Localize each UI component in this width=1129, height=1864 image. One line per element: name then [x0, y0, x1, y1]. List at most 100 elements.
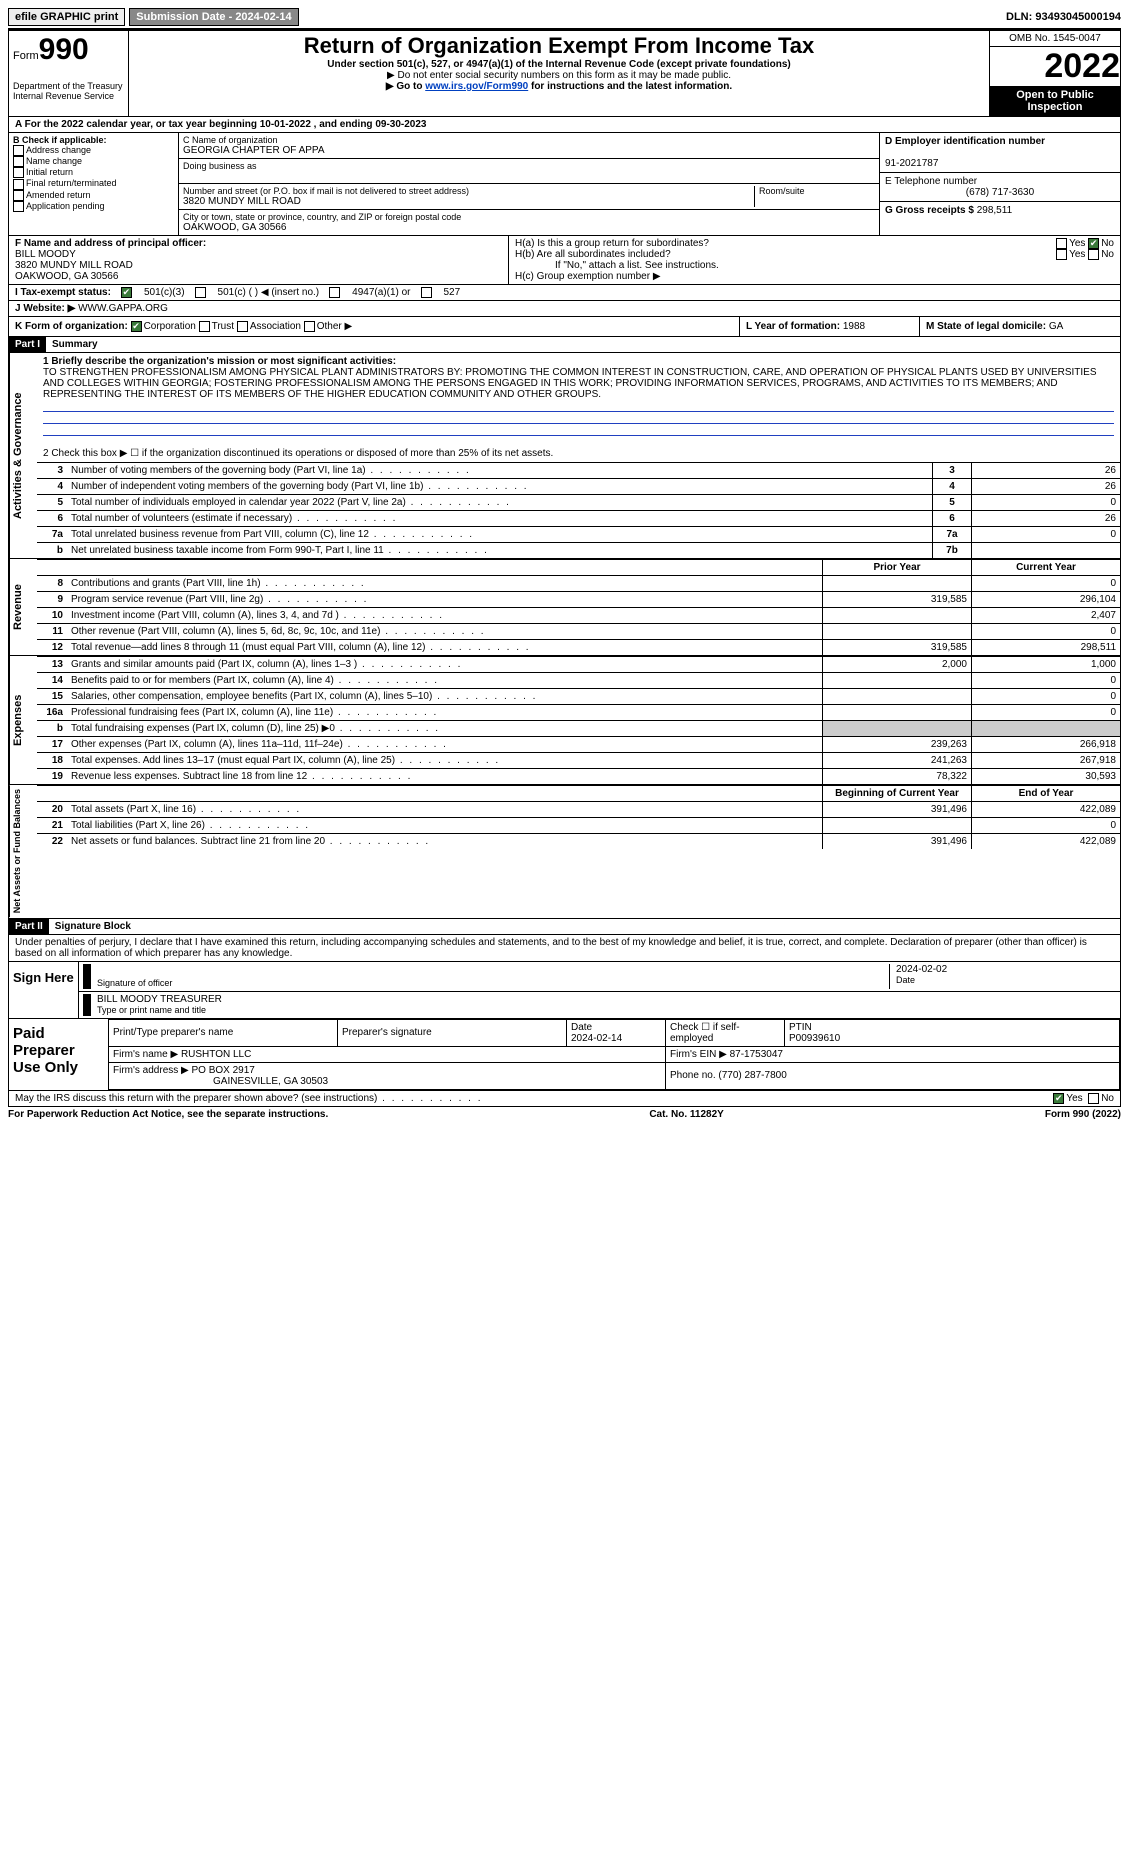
row-f-h: F Name and address of principal officer:…: [8, 236, 1121, 285]
line-num: 14: [37, 673, 67, 689]
name-change-checkbox[interactable]: [13, 156, 24, 167]
expenses-table: 13 Grants and similar amounts paid (Part…: [37, 656, 1120, 784]
4947-checkbox[interactable]: [329, 287, 340, 298]
501c3-checkbox[interactable]: ✔: [121, 287, 132, 298]
tel-label: E Telephone number: [885, 176, 977, 187]
city-label: City or town, state or province, country…: [183, 212, 875, 222]
application-pending-checkbox[interactable]: [13, 201, 24, 212]
firm-phone: Phone no. (770) 287-7800: [666, 1062, 1120, 1089]
line-desc: Investment income (Part VIII, column (A)…: [67, 608, 823, 624]
initial-return-checkbox[interactable]: [13, 167, 24, 178]
prior-val: 319,585: [823, 640, 972, 656]
group-return: H(a) Is this a group return for subordin…: [509, 236, 1120, 284]
firm-addr2: GAINESVILLE, GA 30503: [113, 1076, 328, 1087]
note2-post: for instructions and the latest informat…: [528, 81, 732, 92]
line-box: 7a: [933, 527, 972, 543]
irs-link[interactable]: www.irs.gov/Form990: [425, 81, 528, 92]
ha-no-checkbox[interactable]: ✔: [1088, 238, 1099, 249]
may-yes-checkbox[interactable]: ✔: [1053, 1093, 1064, 1104]
footer-left: For Paperwork Reduction Act Notice, see …: [8, 1109, 328, 1120]
revenue-section: Revenue Prior Year Current Year8 Contrib…: [8, 559, 1121, 656]
current-val: 298,511: [972, 640, 1121, 656]
line-val: 0: [972, 495, 1121, 511]
begin-val: 391,496: [823, 834, 972, 850]
501c-checkbox[interactable]: [195, 287, 206, 298]
street-address: 3820 MUNDY MILL ROAD: [183, 196, 750, 207]
may-yes-label: Yes: [1066, 1093, 1082, 1104]
sig-arrow-icon: [83, 964, 91, 989]
col-b: B Check if applicable: Address change Na…: [9, 133, 179, 235]
submission-date-button[interactable]: Submission Date - 2024-02-14: [129, 8, 298, 26]
current-val: [972, 721, 1121, 737]
line-desc: Number of independent voting members of …: [67, 479, 933, 495]
room-label: Room/suite: [759, 186, 875, 196]
page-footer: For Paperwork Reduction Act Notice, see …: [8, 1107, 1121, 1120]
line-desc: Net assets or fund balances. Subtract li…: [67, 834, 823, 850]
prior-val: 78,322: [823, 769, 972, 785]
line-num: 12: [37, 640, 67, 656]
col-b-label: B Check if applicable:: [13, 135, 107, 145]
line-num: 9: [37, 592, 67, 608]
tax-year: 2022: [990, 47, 1120, 86]
amended-return-checkbox[interactable]: [13, 190, 24, 201]
revenue-table: Prior Year Current Year8 Contributions a…: [37, 559, 1120, 655]
dba-label: Doing business as: [183, 161, 875, 171]
hb-no-checkbox[interactable]: [1088, 249, 1099, 260]
trust-checkbox[interactable]: [199, 321, 210, 332]
end-year-hdr: End of Year: [972, 786, 1121, 802]
footer-right: Form 990 (2022): [1045, 1109, 1121, 1120]
hb-yes-checkbox[interactable]: [1056, 249, 1067, 260]
line-num: 21: [37, 818, 67, 834]
omb-number: OMB No. 1545-0047: [990, 31, 1120, 47]
section-bcd: B Check if applicable: Address change Na…: [8, 133, 1121, 236]
line-num: b: [37, 721, 67, 737]
line-box: 7b: [933, 543, 972, 559]
expenses-section: Expenses 13 Grants and similar amounts p…: [8, 656, 1121, 785]
current-val: 0: [972, 624, 1121, 640]
final-return-checkbox[interactable]: [13, 179, 24, 190]
vert-governance: Activities & Governance: [9, 353, 34, 558]
line-num: 13: [37, 657, 67, 673]
form-title: Return of Organization Exempt From Incom…: [133, 33, 985, 59]
governance-table: 3 Number of voting members of the govern…: [37, 462, 1120, 558]
527-checkbox[interactable]: [421, 287, 432, 298]
sig-officer-label: Signature of officer: [97, 978, 172, 988]
mission-line: [43, 425, 1114, 436]
ha-yes-checkbox[interactable]: [1056, 238, 1067, 249]
mission-line: [43, 401, 1114, 412]
part2-title: Signature Block: [49, 921, 131, 932]
tel-value: (678) 717-3630: [885, 187, 1115, 198]
efile-button[interactable]: efile GRAPHIC print: [8, 8, 125, 26]
current-val: 1,000: [972, 657, 1121, 673]
q1-label: 1 Briefly describe the organization's mi…: [43, 356, 396, 367]
amended-return-label: Amended return: [26, 190, 91, 200]
may-label: May the IRS discuss this return with the…: [15, 1093, 483, 1104]
officer-name-title: BILL MOODY TREASURER: [97, 994, 222, 1005]
top-toolbar: efile GRAPHIC print Submission Date - 20…: [8, 8, 1121, 30]
line-num: 5: [37, 495, 67, 511]
address-change-checkbox[interactable]: [13, 145, 24, 156]
note2-pre: ▶ Go to: [386, 81, 425, 92]
hb-no-label: No: [1101, 249, 1114, 260]
net-assets-section: Net Assets or Fund Balances Beginning of…: [8, 785, 1121, 918]
other-checkbox[interactable]: [304, 321, 315, 332]
line-box: 6: [933, 511, 972, 527]
sig-date-label: Date: [896, 975, 915, 985]
501c3-label: 501(c)(3): [144, 287, 185, 298]
firm-ein: Firm's EIN ▶ 87-1753047: [666, 1046, 1120, 1062]
corp-checkbox[interactable]: ✔: [131, 321, 142, 332]
paid-preparer-label: Paid Preparer Use Only: [9, 1019, 109, 1090]
current-val: 0: [972, 576, 1121, 592]
line-num: 6: [37, 511, 67, 527]
city-state-zip: OAKWOOD, GA 30566: [183, 222, 875, 233]
line-desc: Program service revenue (Part VIII, line…: [67, 592, 823, 608]
line-desc: Other expenses (Part IX, column (A), lin…: [67, 737, 823, 753]
line-desc: Contributions and grants (Part VIII, lin…: [67, 576, 823, 592]
prep-selfemp-hdr: Check ☐ if self-employed: [666, 1019, 785, 1046]
prior-val: 319,585: [823, 592, 972, 608]
current-val: 2,407: [972, 608, 1121, 624]
dln-label: DLN: 93493045000194: [1006, 11, 1121, 23]
line-num: b: [37, 543, 67, 559]
assoc-checkbox[interactable]: [237, 321, 248, 332]
may-no-checkbox[interactable]: [1088, 1093, 1099, 1104]
